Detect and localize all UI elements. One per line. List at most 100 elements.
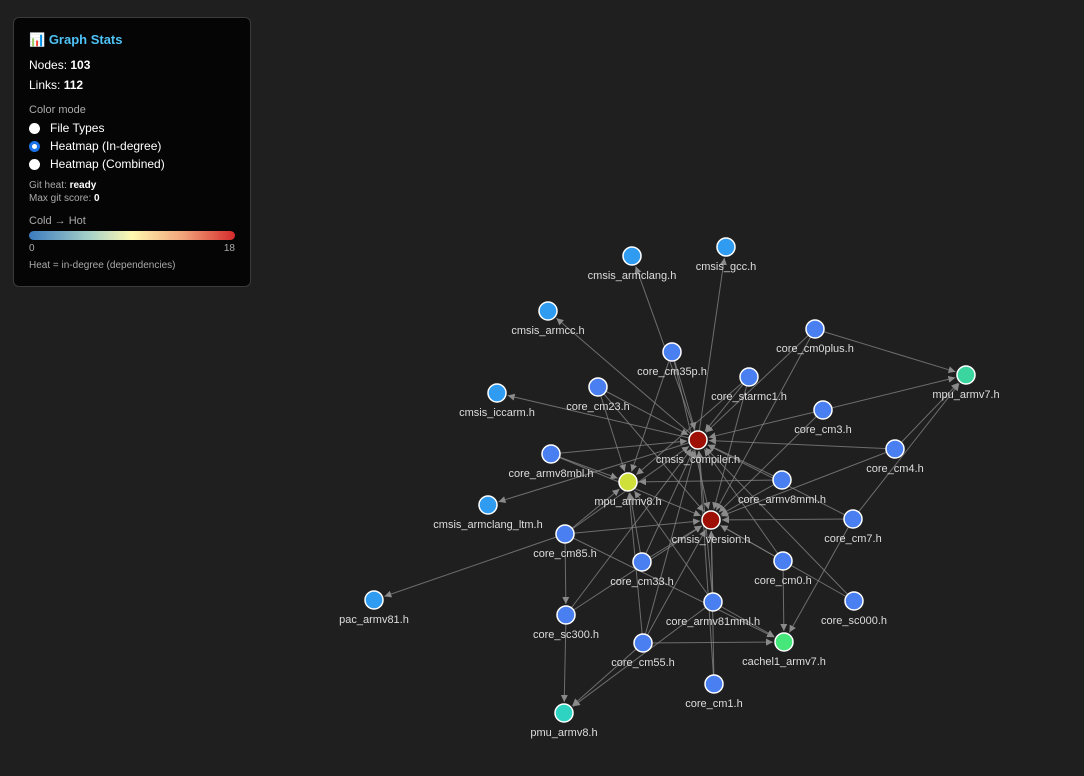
graph-node[interactable]: core_cm35p.h [637,342,707,378]
graph-node[interactable]: core_cm23.h [566,377,630,413]
git-heat-value: ready [69,180,97,191]
node-circle[interactable] [487,383,507,403]
graph-link [708,437,896,450]
graph-node[interactable]: core_sc000.h [821,591,887,627]
radio-label: Heatmap (Combined) [50,157,165,171]
graph-node[interactable]: core_cm3.h [794,400,852,436]
graph-node[interactable]: core_armv8mbl.h [509,444,594,480]
node-label: cmsis_armcc.h [511,325,584,337]
graph-link [507,393,699,441]
graph-node[interactable]: cmsis_iccarm.h [459,383,535,419]
node-circle[interactable] [688,430,708,450]
graph-node[interactable]: cmsis_gcc.h [696,237,757,273]
graph-node[interactable]: core_cm55.h [611,633,675,669]
graph-link [780,560,788,632]
node-circle[interactable] [555,524,575,544]
graph-node[interactable]: pac_armv81.h [339,590,409,626]
graph-node[interactable]: core_cm0plus.h [776,319,854,355]
graph-link [695,450,715,685]
links-value: 112 [63,78,84,92]
graph-node[interactable]: core_cm85.h [533,524,597,560]
graph-node[interactable]: core_sc300.h [533,605,599,641]
graph-node[interactable]: core_cm33.h [610,552,674,588]
node-circle[interactable] [885,439,905,459]
node-circle[interactable] [588,377,608,397]
node-circle[interactable] [956,365,976,385]
radio-heatmap-in-degree[interactable]: Heatmap (In-degree) [29,139,235,153]
graph-node[interactable]: mpu_armv7.h [932,365,1000,401]
radio-label: Heatmap (In-degree) [50,139,162,153]
node-circle[interactable] [633,633,653,653]
node-circle[interactable] [844,591,864,611]
graph-link [597,386,705,512]
graph-link [703,448,784,562]
graph-link [721,448,896,517]
node-circle[interactable] [364,590,384,610]
graph-link [718,409,824,513]
node-circle[interactable] [703,592,723,612]
radio-button[interactable] [29,122,40,134]
node-circle[interactable] [556,605,576,625]
graph-link [597,386,626,472]
radio-file-types[interactable]: File Types [29,121,235,135]
graph-node[interactable]: core_cm0.h [754,551,812,587]
node-circle[interactable] [716,237,736,257]
node-label: core_armv81mml.h [666,616,760,628]
graph-link [707,444,783,481]
graph-node[interactable]: core_starmc1.h [711,367,787,403]
graph-stats-panel: 📊 Graph Stats Nodes: 103 Links: 112 Colo… [13,17,251,287]
heat-gradient-bar [29,231,235,240]
graph-link [564,533,775,638]
node-circle[interactable] [739,367,759,387]
node-label: mpu_armv8.h [594,496,661,508]
node-circle[interactable] [541,444,561,464]
node-circle[interactable] [538,301,558,321]
graph-link [671,351,711,510]
node-circle[interactable] [704,674,724,694]
graph-link [788,518,854,633]
graph-link [572,601,714,707]
graph-node[interactable]: core_cm7.h [824,509,882,545]
graph-node[interactable]: cmsis_compiler.h [656,430,740,466]
graph-node[interactable]: core_armv8mml.h [738,470,826,506]
graph-node[interactable]: core_armv81mml.h [666,592,760,628]
node-circle[interactable] [622,246,642,266]
node-circle[interactable] [478,495,498,515]
graph-link [705,447,855,602]
node-circle[interactable] [632,552,652,572]
node-circle[interactable] [618,472,638,492]
node-label: cmsis_armclang_ltm.h [433,519,542,531]
graph-link [642,450,697,644]
graph-node[interactable]: core_cm4.h [866,439,924,475]
radio-heatmap-combined[interactable]: Heatmap (Combined) [29,157,235,171]
radio-button[interactable] [29,158,40,170]
node-circle[interactable] [773,551,793,571]
graph-node[interactable]: cmsis_armcc.h [511,301,585,337]
graph-nodes[interactable]: cmsis_armclang.h cmsis_gcc.h cmsis_armcc.h… [339,237,1000,739]
graph-link [822,375,956,411]
graph-node[interactable]: cachel1_armv7.h [742,632,826,668]
node-label: core_cm55.h [611,657,675,669]
node-circle[interactable] [843,509,863,529]
radio-label: File Types [50,121,105,135]
graph-link [715,328,816,511]
node-circle[interactable] [774,632,794,652]
graph-node[interactable]: pmu_armv8.h [530,703,598,739]
node-circle[interactable] [662,342,682,362]
node-circle[interactable] [805,319,825,339]
node-circle[interactable] [554,703,574,723]
graph-node[interactable]: cmsis_armclang_ltm.h [433,495,543,531]
node-label: core_cm3.h [794,424,851,436]
node-circle[interactable] [813,400,833,420]
graph-node[interactable]: cmsis_version.h [672,510,751,546]
node-circle[interactable] [772,470,792,490]
graph-node[interactable]: cmsis_armclang.h [588,246,677,282]
graph-node[interactable]: core_cm1.h [685,674,743,710]
graph-link [638,478,783,486]
node-circle[interactable] [701,510,721,530]
panel-title-text: Graph Stats [48,32,123,47]
graph-node[interactable]: mpu_armv8.h [594,472,662,508]
graph-link [671,351,697,430]
radio-button-selected[interactable] [29,140,40,152]
